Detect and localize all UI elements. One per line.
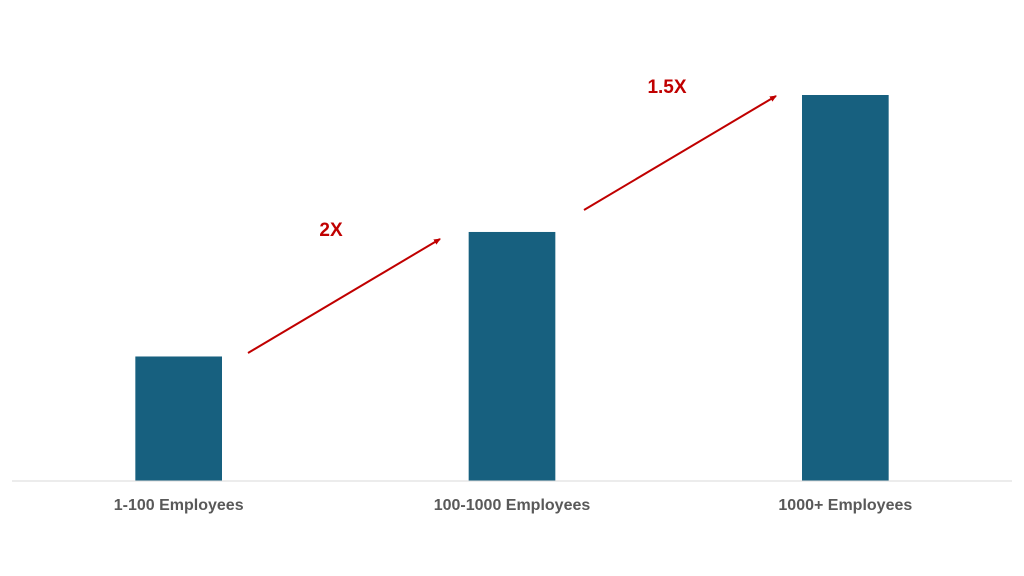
x-tick-label: 100-1000 Employees (434, 497, 591, 514)
growth-arrow (583, 95, 777, 211)
x-tick-label: 1000+ Employees (778, 497, 912, 514)
growth-arrow (247, 238, 441, 354)
bar (468, 231, 556, 481)
annotation: 1.5X (647, 77, 686, 98)
bar (135, 356, 222, 481)
bar (802, 95, 889, 481)
annotation: 2X (319, 220, 343, 241)
x-tick-label: 1-100 Employees (114, 497, 244, 514)
